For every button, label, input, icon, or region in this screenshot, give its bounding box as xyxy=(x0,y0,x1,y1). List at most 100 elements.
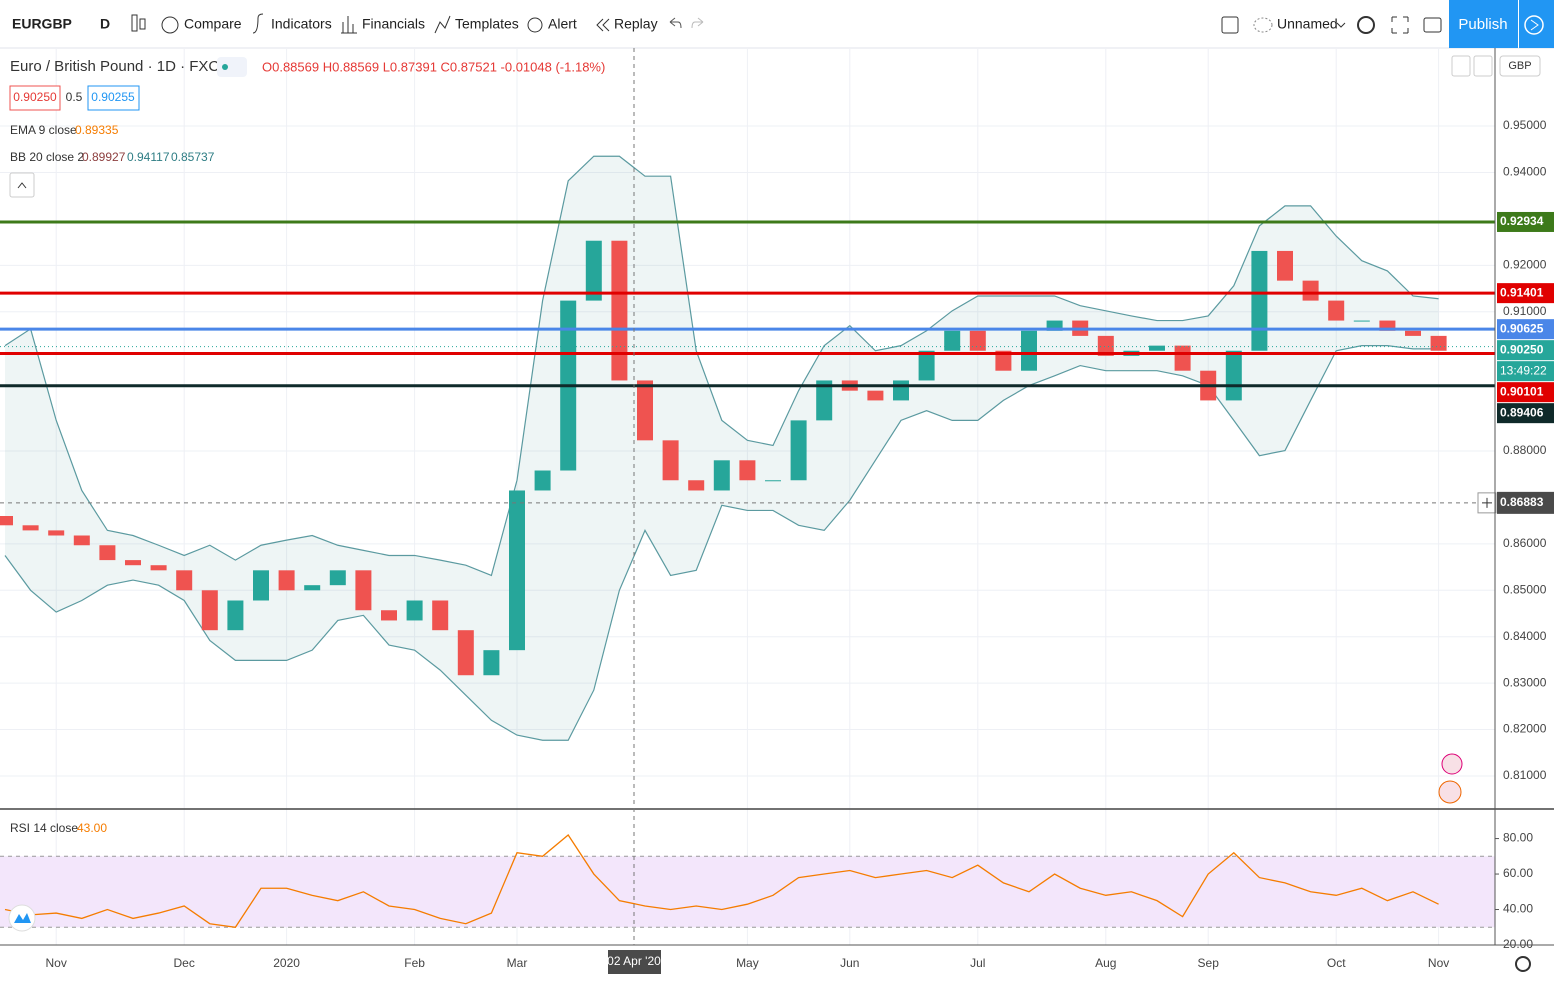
candle-body xyxy=(227,600,244,631)
compare-icon[interactable] xyxy=(161,16,179,34)
y-tick-label: 0.81000 xyxy=(1503,768,1547,782)
candle-body xyxy=(304,585,321,591)
indicators-icon[interactable] xyxy=(252,13,264,34)
layout-name[interactable]: Unnamed xyxy=(1277,16,1338,32)
candle-body xyxy=(713,460,730,491)
publish-label[interactable]: Publish xyxy=(1458,16,1507,33)
price-label-box xyxy=(1497,283,1554,304)
candle-body xyxy=(765,480,781,482)
candle-body xyxy=(1149,345,1165,351)
x-tick-label: 2020 xyxy=(273,956,300,970)
y-tick-label: 0.82000 xyxy=(1503,722,1547,736)
candle-body xyxy=(278,570,295,591)
alert-icon[interactable] xyxy=(527,17,543,33)
y-tick-label: 0.91000 xyxy=(1503,304,1547,318)
countdown: 13:49:22 xyxy=(1500,363,1547,377)
reset-button[interactable] xyxy=(1473,55,1493,77)
financials-icon[interactable] xyxy=(341,16,357,34)
x-tick-label: Sep xyxy=(1198,956,1220,970)
settings-button[interactable] xyxy=(1357,16,1375,34)
symbol[interactable]: EURGBP xyxy=(12,16,72,32)
price-label: 0.90625 xyxy=(1500,321,1544,335)
crosshair-date: 02 Apr '20 xyxy=(607,954,661,968)
event-badge[interactable] xyxy=(1441,753,1463,775)
publish-button[interactable] xyxy=(1449,0,1518,48)
candle-body xyxy=(662,440,679,481)
price-label-box xyxy=(1497,382,1554,403)
bid-box[interactable] xyxy=(9,85,61,111)
replay-icon[interactable] xyxy=(596,18,610,32)
crosshair-price: 0.86883 xyxy=(1500,495,1544,509)
undo-button[interactable] xyxy=(669,17,682,29)
logo-button[interactable] xyxy=(8,904,36,932)
layout-dropdown[interactable] xyxy=(1336,22,1346,28)
x-tick-label: Nov xyxy=(1428,956,1449,970)
bb-lower: 0.85737 xyxy=(171,150,215,164)
price-label: 0.89406 xyxy=(1500,405,1544,419)
financials-button[interactable]: Financials xyxy=(362,16,425,32)
bid-price[interactable]: 0.90250 xyxy=(13,90,57,104)
candle-body xyxy=(1225,350,1242,401)
y-tick-label: 0.85000 xyxy=(1503,582,1547,596)
templates-icon[interactable] xyxy=(434,15,451,34)
candle-body xyxy=(0,516,13,526)
compare-button[interactable]: Compare xyxy=(184,16,242,32)
fullscreen-button[interactable] xyxy=(1391,16,1409,34)
logo-mark xyxy=(14,913,31,923)
time-settings[interactable] xyxy=(1515,956,1531,972)
candle-body xyxy=(1405,330,1421,336)
band-fill xyxy=(5,156,1439,741)
currency-box[interactable] xyxy=(1499,55,1541,77)
candle-body xyxy=(48,530,65,536)
candle-body xyxy=(790,420,807,481)
bb-basis: 0.89927 xyxy=(82,150,126,164)
ema-value: 0.89335 xyxy=(75,123,119,137)
price-label-box xyxy=(1497,211,1554,232)
candle-body xyxy=(509,490,525,651)
rsi-line xyxy=(4,834,1439,928)
crosshair-price-box xyxy=(1497,491,1554,514)
y-tick-label: 0.95000 xyxy=(1503,118,1547,132)
symbol-title: Euro / British Pound · 1D · FXCM xyxy=(10,58,232,75)
candle-body xyxy=(637,380,653,441)
ohlc-readout: O0.88569 H0.88569 L0.87391 C0.87521 -0.0… xyxy=(262,59,605,74)
candle-body xyxy=(381,610,397,621)
scroll-button[interactable] xyxy=(1451,55,1471,77)
y-tick-label: 60.00 xyxy=(1503,866,1533,880)
y-tick-label: 0.94000 xyxy=(1503,165,1547,179)
candle-body xyxy=(995,350,1012,371)
candle-body xyxy=(1046,320,1063,331)
candle-body xyxy=(688,480,705,491)
price-label-box xyxy=(1497,340,1554,361)
status-badge xyxy=(217,57,247,77)
select-checkbox[interactable] xyxy=(1221,16,1239,34)
candle-body xyxy=(1021,330,1037,371)
candle-body xyxy=(22,525,39,531)
y-tick-label: 0.92000 xyxy=(1503,257,1547,271)
rsi-band xyxy=(0,856,1495,928)
price-label: 0.90250 xyxy=(1500,342,1544,356)
ask-box[interactable] xyxy=(87,85,140,111)
ask-price[interactable]: 0.90255 xyxy=(91,90,135,104)
redo-button[interactable] xyxy=(691,17,704,29)
candle-body xyxy=(457,630,474,676)
indicators-button[interactable]: Indicators xyxy=(271,16,332,32)
chart-style-icon[interactable] xyxy=(131,14,146,32)
currency[interactable]: GBP xyxy=(1508,60,1531,72)
candle-body xyxy=(1302,280,1319,301)
alert-button[interactable]: Alert xyxy=(548,16,577,32)
candle-body xyxy=(99,545,116,561)
candle-body xyxy=(1328,300,1345,321)
snapshot-button[interactable] xyxy=(1423,17,1442,33)
templates-button[interactable]: Templates xyxy=(455,16,519,32)
collapse-legend[interactable] xyxy=(9,172,35,198)
rsi-label: RSI 14 close xyxy=(10,821,78,835)
x-tick-label: Nov xyxy=(46,956,67,970)
candle-body xyxy=(483,650,500,676)
replay-button[interactable]: Replay xyxy=(614,16,658,32)
event-badge[interactable] xyxy=(1438,780,1462,804)
candle-body xyxy=(432,600,449,631)
candle-body xyxy=(253,570,269,601)
interval[interactable]: D xyxy=(100,16,110,32)
